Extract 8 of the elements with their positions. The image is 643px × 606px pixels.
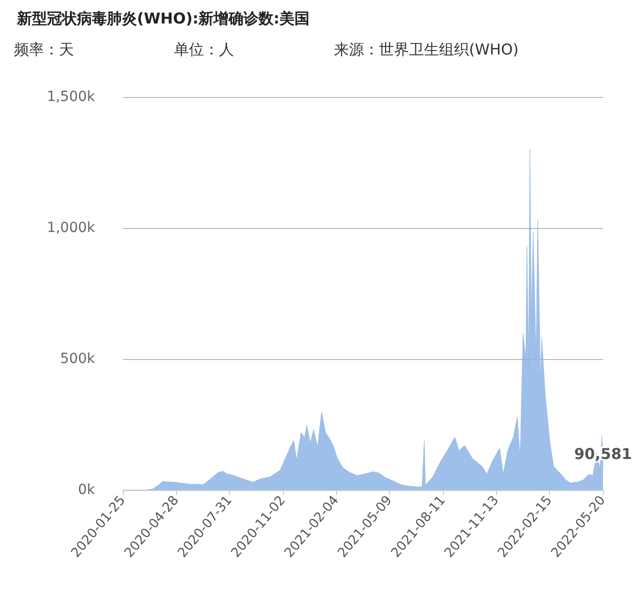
y-tick-label: 0k <box>78 482 96 498</box>
source-note: 来源：世界卫生组织(WHO) <box>334 40 519 58</box>
text: 单位：人 <box>174 40 234 58</box>
y-tick-label: 1,500k <box>46 89 96 105</box>
y-tick-label: 1,000k <box>46 220 96 236</box>
y-tick-label: 500k <box>60 351 96 367</box>
text: 频率：天 <box>14 40 74 58</box>
chart-title: 新型冠状病毒肺炎(WHO):新增确诊数:美国 <box>16 10 310 28</box>
